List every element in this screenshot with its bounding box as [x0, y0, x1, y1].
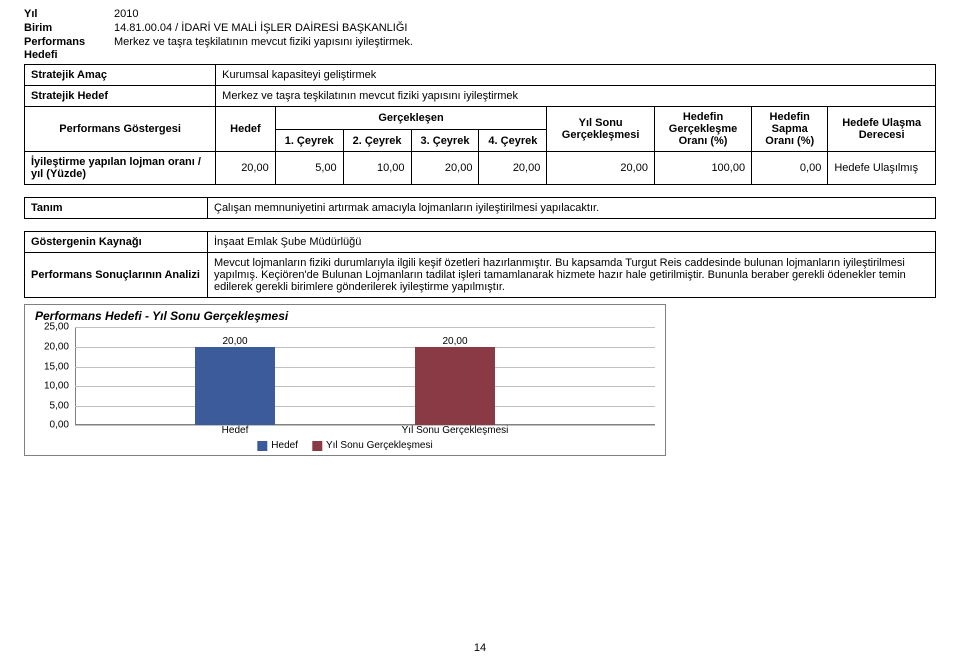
unit-value: 14.81.00.04 / İDARİ VE MALİ İŞLER DAİRES…	[114, 22, 936, 34]
chart-title: Performans Hedefi - Yıl Sonu Gerçekleşme…	[35, 309, 665, 323]
sa-label: Stratejik Amaç	[25, 65, 216, 86]
performance-table: Stratejik Amaç Kurumsal kapasiteyi geliş…	[24, 64, 936, 185]
header-row-perf: Performans Hedefi Merkez ve taşra teşkil…	[24, 36, 936, 62]
col-gerceklesen: Gerçekleşen	[275, 107, 547, 130]
unit-label: Birim	[24, 22, 114, 34]
perf-value: Merkez ve taşra teşkilatının mevcut fizi…	[114, 36, 936, 62]
row-tanim: Tanım Çalışan memnuniyetini artırmak ama…	[25, 198, 936, 219]
data-c4: 20,00	[479, 152, 547, 185]
perf-label: Performans Hedefi	[24, 36, 114, 62]
legend-item-2: Yıl Sonu Gerçekleşmesi	[312, 440, 433, 451]
col-c2: 2. Çeyrek	[343, 129, 411, 152]
legend-swatch-1	[257, 441, 267, 451]
chart-plot: 0,005,0010,0015,0020,0025,0020,00Hedef20…	[75, 327, 655, 425]
sh-label: Stratejik Hedef	[25, 86, 216, 107]
year-value: 2010	[114, 8, 936, 20]
tanim-label: Tanım	[25, 198, 208, 219]
header-row-unit: Birim 14.81.00.04 / İDARİ VE MALİ İŞLER …	[24, 22, 936, 34]
legend-label-1: Hedef	[271, 440, 298, 451]
row-kaynak: Göstergenin Kaynağı İnşaat Emlak Şube Mü…	[25, 232, 936, 253]
kaynak-table: Göstergenin Kaynağı İnşaat Emlak Şube Mü…	[24, 231, 936, 298]
data-ulasma: Hedefe Ulaşılmış	[828, 152, 936, 185]
legend-item-1: Hedef	[257, 440, 298, 451]
row-stratejik-hedef: Stratejik Hedef Merkez ve taşra teşkilat…	[25, 86, 936, 107]
row-header-1: Performans Göstergesi Hedef Gerçekleşen …	[25, 107, 936, 130]
col-gostergesi: Performans Göstergesi	[25, 107, 216, 152]
data-yil-sonu: 20,00	[547, 152, 655, 185]
legend-swatch-2	[312, 441, 322, 451]
col-c3: 3. Çeyrek	[411, 129, 479, 152]
col-c1: 1. Çeyrek	[275, 129, 343, 152]
kaynak-value: İnşaat Emlak Şube Müdürlüğü	[208, 232, 936, 253]
sh-value: Merkez ve taşra teşkilatının mevcut fizi…	[216, 86, 936, 107]
data-label: İyileştirme yapılan lojman oranı / yıl (…	[25, 152, 216, 185]
chart-legend: Hedef Yıl Sonu Gerçekleşmesi	[257, 440, 432, 451]
data-hedef: 20,00	[216, 152, 276, 185]
data-sapma: 0,00	[752, 152, 828, 185]
year-label: Yıl	[24, 8, 114, 20]
row-stratejik-amac-t: Stratejik Amaç Kurumsal kapasiteyi geliş…	[25, 65, 936, 86]
row-analiz: Performans Sonuçlarının Analizi Mevcut l…	[25, 253, 936, 298]
col-hedefin-orani: Hedefin Gerçekleşme Oranı (%)	[654, 107, 751, 152]
tanim-value: Çalışan memnuniyetini artırmak amacıyla …	[208, 198, 936, 219]
data-c3: 20,00	[411, 152, 479, 185]
col-hedefin-sapma: Hedefin Sapma Oranı (%)	[752, 107, 828, 152]
analiz-value: Mevcut lojmanların fiziki durumlarıyla i…	[208, 253, 936, 298]
analiz-label: Performans Sonuçlarının Analizi	[25, 253, 208, 298]
legend-label-2: Yıl Sonu Gerçekleşmesi	[326, 440, 433, 451]
kaynak-label: Göstergenin Kaynağı	[25, 232, 208, 253]
row-data: İyileştirme yapılan lojman oranı / yıl (…	[25, 152, 936, 185]
col-c4: 4. Çeyrek	[479, 129, 547, 152]
data-c2: 10,00	[343, 152, 411, 185]
page-number: 14	[0, 642, 960, 654]
chart: Performans Hedefi - Yıl Sonu Gerçekleşme…	[24, 304, 666, 456]
data-orani: 100,00	[654, 152, 751, 185]
header-row-year: Yıl 2010	[24, 8, 936, 20]
chart-yaxis	[75, 327, 76, 425]
meta-table: Tanım Çalışan memnuniyetini artırmak ama…	[24, 197, 936, 219]
col-yil-sonu: Yıl Sonu Gerçekleşmesi	[547, 107, 655, 152]
sa-value: Kurumsal kapasiteyi geliştirmek	[216, 65, 936, 86]
page: Yıl 2010 Birim 14.81.00.04 / İDARİ VE MA…	[0, 0, 960, 464]
data-c1: 5,00	[275, 152, 343, 185]
col-hedefe-ulasma: Hedefe Ulaşma Derecesi	[828, 107, 936, 152]
col-hedef: Hedef	[216, 107, 276, 152]
